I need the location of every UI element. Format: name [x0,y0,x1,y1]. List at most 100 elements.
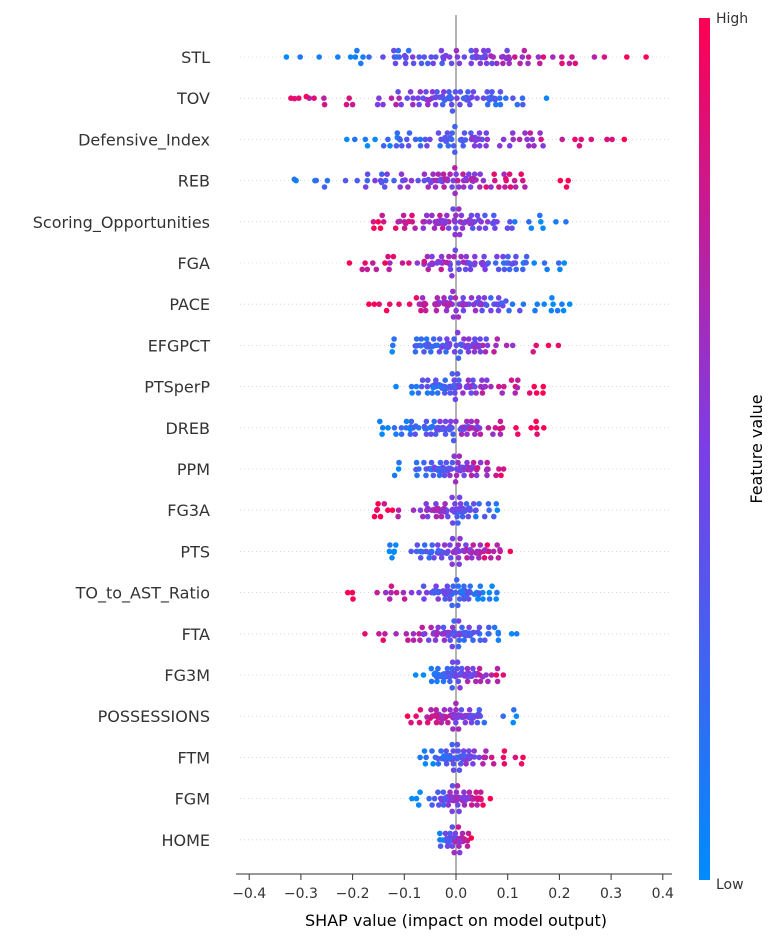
shap-point [491,349,497,355]
shap-point [321,95,327,101]
shap-point [467,673,474,679]
shap-point [457,501,464,507]
shap-point [466,171,472,177]
shap-point [423,472,429,479]
shap-point [488,555,494,561]
shap-point [442,501,448,507]
shap-point [373,266,380,273]
shap-point [389,507,396,513]
shap-point [371,513,378,520]
shap-point [485,47,492,54]
shap-point [376,301,383,308]
shap-point [435,665,441,672]
shap-point [404,136,410,143]
shap-point [452,501,458,507]
shap-point [452,149,458,155]
shap-point [489,89,495,95]
shap-point [321,184,328,190]
shap-point [460,171,466,177]
shap-point [503,298,509,304]
shap-point [459,795,465,801]
shap-point [449,520,456,526]
shap-point [465,377,472,384]
shap-point [559,60,565,67]
shap-point [420,631,427,637]
shap-point [283,54,290,60]
shap-point [515,431,521,438]
shap-point [455,506,462,512]
shap-point [409,54,416,60]
shap-point [489,583,495,589]
shap-point [429,802,435,808]
shap-points [283,47,649,856]
shap-point [498,472,504,479]
shap-point [472,137,479,144]
shap-point [519,54,526,60]
shap-point [447,596,453,602]
shap-point [418,60,425,67]
shap-point [506,56,513,62]
shap-point [372,136,378,143]
shap-point [532,307,538,314]
shap-point [450,761,457,767]
shap-point [452,396,459,403]
shap-point [386,548,393,555]
shap-point [446,426,453,433]
shap-point [409,795,415,802]
shap-point [434,89,440,95]
shap-point [588,136,595,143]
shap-point [470,637,476,643]
shap-point [380,143,387,149]
feature-label: FGM [175,790,210,809]
shap-point [462,344,469,350]
shap-point [477,431,484,438]
shap-point [421,218,428,225]
shap-point [377,513,384,520]
shap-point [559,54,565,60]
shap-point [393,54,400,60]
shap-point [442,176,448,182]
shap-point [488,307,494,314]
shap-point [503,95,509,101]
shap-point [504,225,511,231]
shap-point [566,60,573,67]
shap-point [477,171,484,177]
shap-point [324,177,331,184]
shap-point [451,217,458,223]
shap-point [420,513,426,520]
shap-point [421,596,427,602]
shap-point [456,637,463,643]
shap-point [451,349,458,355]
shap-point [464,665,471,672]
shap-point [386,266,392,273]
shap-point [437,418,443,425]
shap-point [438,513,445,520]
shap-point [469,555,475,561]
shap-point [440,678,447,685]
shap-point [424,383,431,390]
shap-point [465,89,471,95]
colorbar [699,18,710,880]
shap-point [488,295,494,301]
shap-point [408,383,415,390]
shap-point [430,472,437,479]
shap-point [470,89,477,95]
shap-point [405,637,411,643]
shap-point [395,507,402,513]
shap-point [433,377,439,384]
shap-point [391,472,398,479]
shap-point [480,95,487,101]
shap-point [474,550,480,556]
shap-point [494,507,501,513]
shap-point [438,555,445,561]
shap-point [490,431,496,438]
shap-point [435,755,441,762]
shap-point [421,54,428,60]
shap-point [349,101,356,108]
shap-point [345,589,351,596]
shap-point [425,101,431,108]
shap-point [459,513,466,520]
shap-point [451,618,457,624]
shap-point [503,260,510,266]
shap-point [488,754,495,761]
